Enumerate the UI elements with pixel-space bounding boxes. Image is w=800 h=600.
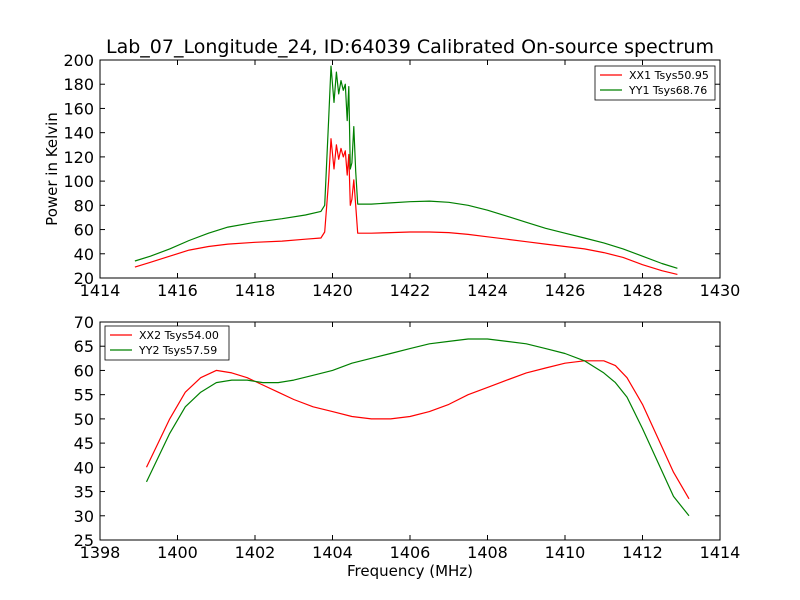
y-tick-label: 35 [74, 483, 94, 502]
series-line-1-2 [134, 65, 678, 269]
top-panel: 1414 1416 1418 1420 1422 1424 1426 1428 1430 20 40… [43, 51, 740, 300]
legend-entry-1: XX1 Tsys50.95 [629, 69, 709, 82]
y-tick-label: 70 [74, 313, 94, 332]
legend-box [594, 65, 716, 101]
x-tick-label: 1414 [700, 543, 741, 562]
legend-box [104, 325, 230, 361]
y-tick-label: 80 [74, 196, 94, 215]
legend-entry-2: YY1 Tsys68.76 [628, 84, 707, 97]
y-tick-label: 25 [74, 531, 94, 550]
chart-title: Lab_07_Longitude_24, ID:64039 Calibrated… [106, 36, 714, 58]
y-tick-label: 120 [63, 148, 94, 167]
x-tick-label: 1430 [700, 281, 741, 300]
x-tick-label: 1426 [545, 281, 586, 300]
y-tick-label: 60 [74, 221, 94, 240]
bottom-panel: 1398 1400 1402 1404 1406 1408 1410 1412 1414 25 30… [74, 313, 741, 580]
y-tick-label: 20 [74, 269, 94, 288]
series-line-2-1 [145, 360, 690, 500]
x-tick-label: 1408 [467, 543, 508, 562]
x-tick-label: 1428 [622, 281, 663, 300]
y-tick-label: 60 [74, 361, 94, 380]
y-tick-label: 55 [74, 386, 94, 405]
y-tick-label: 65 [74, 337, 94, 356]
legend-entry-1: XX2 Tsys54.00 [139, 329, 219, 342]
x-tick-label: 1406 [390, 543, 431, 562]
series-line-1-1 [134, 138, 678, 275]
series-line-2-2 [145, 338, 690, 517]
legend-entry-2: YY2 Tsys57.59 [138, 344, 217, 357]
x-tick-label: 1416 [157, 281, 198, 300]
y-axis-label: Power in Kelvin [43, 112, 61, 226]
x-tick-label: 1404 [312, 543, 353, 562]
y-tick-label: 160 [63, 99, 94, 118]
y-tick-label: 50 [74, 410, 94, 429]
x-tick-label: 1400 [157, 543, 198, 562]
x-axis-label: Frequency (MHz) [347, 562, 473, 580]
y-tick-label: 40 [74, 458, 94, 477]
y-tick-label: 140 [63, 124, 94, 143]
y-tick-label: 45 [74, 434, 94, 453]
y-tick-label: 30 [74, 507, 94, 526]
y-tick-label: 200 [63, 51, 94, 70]
x-tick-label: 1420 [312, 281, 353, 300]
y-tick-label: 40 [74, 245, 94, 264]
x-tick-label: 1398 [80, 543, 121, 562]
x-tick-label: 1424 [467, 281, 508, 300]
y-tick-label: 180 [63, 75, 94, 94]
x-tick-label: 1418 [235, 281, 276, 300]
x-tick-label: 1414 [80, 281, 121, 300]
y-tick-label: 100 [63, 172, 94, 191]
x-tick-label: 1412 [622, 543, 663, 562]
x-tick-label: 1422 [390, 281, 431, 300]
x-tick-label: 1410 [545, 543, 586, 562]
x-tick-label: 1402 [235, 543, 276, 562]
